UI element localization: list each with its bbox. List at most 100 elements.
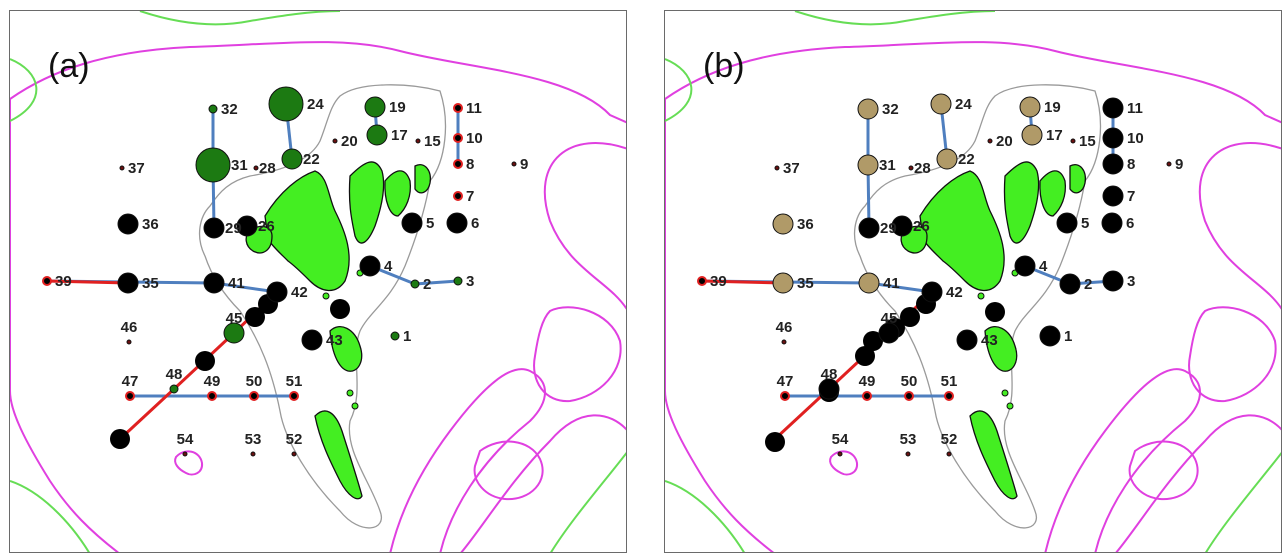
site-label: 36 [142, 216, 159, 233]
island [314, 410, 363, 500]
site-node-11 [1102, 97, 1124, 119]
site-node-48 [169, 384, 179, 394]
site-label: 35 [142, 275, 159, 292]
site-label: 39 [710, 273, 727, 290]
site-label: 5 [426, 215, 434, 232]
island [264, 170, 350, 292]
site-label: 51 [941, 373, 958, 390]
site-node-29 [858, 217, 880, 239]
site-label: 28 [259, 160, 276, 177]
site-node-28 [908, 165, 914, 171]
site-node-20 [332, 138, 338, 144]
site-node-11 [453, 103, 463, 113]
site-label: 15 [424, 133, 441, 150]
link-line [868, 281, 933, 294]
site-label: 50 [901, 373, 918, 390]
site-node-49 [862, 391, 872, 401]
site-node-8 [1102, 153, 1124, 175]
site-node-36 [117, 213, 139, 235]
site-label: 29 [880, 220, 897, 237]
depth-contour [1128, 440, 1199, 501]
site-node-31 [195, 147, 231, 183]
island [1039, 170, 1067, 217]
site-label: 48 [166, 366, 183, 383]
islet [322, 292, 330, 300]
link-line [213, 281, 278, 294]
site-node-53 [905, 451, 911, 457]
site-label: 49 [204, 373, 221, 390]
site-node-29 [203, 217, 225, 239]
site-label: 43 [326, 332, 343, 349]
site-label: 17 [1046, 127, 1063, 144]
site-label: 24 [307, 96, 324, 113]
site-label: 1 [403, 328, 411, 345]
site-label: 46 [121, 319, 138, 336]
site-label: 4 [1039, 258, 1048, 275]
site-label: 22 [303, 151, 320, 168]
chain-node [900, 307, 920, 327]
site-node-31 [857, 154, 879, 176]
site-node-3 [453, 276, 463, 286]
depth-contour [10, 58, 38, 122]
island [384, 170, 412, 217]
island [329, 326, 363, 372]
site-label: 7 [466, 188, 474, 205]
site-node-39 [42, 276, 52, 286]
site-label: 11 [1127, 100, 1143, 117]
depth-contour [533, 306, 622, 403]
depth-contour [473, 440, 544, 501]
site-label: 28 [914, 160, 931, 177]
link-line-red [701, 279, 784, 285]
site-label: 9 [520, 156, 528, 173]
island [348, 161, 385, 244]
site-label: 37 [128, 160, 145, 177]
site-node-51 [289, 391, 299, 401]
depth-contour [550, 451, 626, 552]
site-node-3 [1102, 270, 1124, 292]
site-node-28 [253, 165, 259, 171]
chain-node [863, 331, 883, 351]
map-canvas-b: 12 345 678 91011151719202224262829313235363… [665, 11, 1281, 552]
site-label: 52 [286, 431, 303, 448]
depth-contour [829, 450, 859, 476]
link-line-red [773, 387, 831, 441]
site-node-6 [1101, 212, 1123, 234]
site-node-49 [207, 391, 217, 401]
site-label: 10 [466, 130, 483, 147]
site-label: 52 [941, 431, 958, 448]
site-label: 11 [466, 100, 482, 117]
depth-contour [1205, 451, 1281, 552]
site-label: 31 [879, 157, 896, 174]
depth-contour [665, 41, 1281, 552]
panel-label: (b) [703, 47, 745, 85]
site-node-42 [266, 281, 288, 303]
site-node-2 [410, 279, 420, 289]
site-node-42 [921, 281, 943, 303]
islet [1001, 389, 1009, 397]
chain-node [245, 307, 265, 327]
shelf-outline [198, 84, 447, 529]
site-node-15 [1070, 138, 1076, 144]
site-node-2 [1059, 273, 1081, 295]
island [414, 164, 431, 194]
site-label: 53 [245, 431, 262, 448]
islet [346, 389, 354, 397]
site-label: 41 [228, 275, 245, 292]
site-node-26 [891, 215, 913, 237]
link-line [414, 279, 459, 286]
site-node-5 [401, 212, 423, 234]
depth-contour [665, 480, 745, 552]
site-label: 19 [389, 99, 406, 116]
site-label: 42 [946, 284, 963, 301]
site-node-22 [936, 148, 958, 170]
island [984, 326, 1018, 372]
site-node-54 [182, 451, 188, 457]
site-node-17 [366, 124, 388, 146]
site-label: 6 [471, 215, 479, 232]
chain-node [765, 432, 785, 452]
site-label: 29 [225, 220, 242, 237]
depth-contour [1188, 306, 1277, 403]
islet [977, 292, 985, 300]
site-label: 49 [859, 373, 876, 390]
site-label: 32 [221, 101, 238, 118]
